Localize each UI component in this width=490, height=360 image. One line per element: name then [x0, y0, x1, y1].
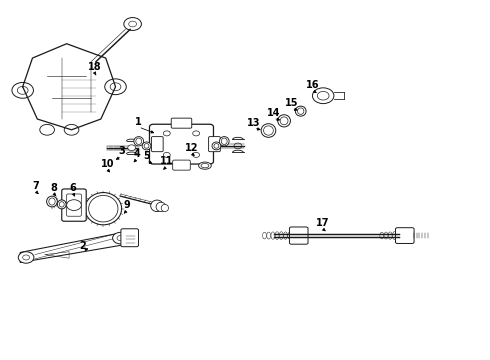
Text: 1: 1	[135, 117, 142, 127]
Ellipse shape	[267, 232, 270, 239]
Circle shape	[67, 200, 81, 211]
FancyBboxPatch shape	[209, 136, 221, 152]
FancyBboxPatch shape	[121, 229, 139, 247]
Circle shape	[128, 145, 136, 150]
Text: 18: 18	[88, 62, 101, 72]
Circle shape	[113, 232, 128, 244]
FancyBboxPatch shape	[67, 194, 81, 216]
Ellipse shape	[261, 124, 276, 137]
Ellipse shape	[288, 232, 292, 239]
Ellipse shape	[292, 232, 296, 239]
Ellipse shape	[198, 162, 211, 169]
Circle shape	[193, 131, 199, 136]
Ellipse shape	[271, 232, 275, 239]
Text: 8: 8	[50, 183, 57, 193]
Circle shape	[318, 91, 329, 100]
Ellipse shape	[297, 108, 304, 114]
Ellipse shape	[405, 232, 409, 239]
Ellipse shape	[401, 232, 405, 239]
FancyBboxPatch shape	[171, 118, 192, 128]
Text: 17: 17	[316, 219, 329, 228]
Ellipse shape	[47, 196, 57, 207]
Circle shape	[193, 152, 199, 157]
Text: 11: 11	[160, 156, 173, 166]
Ellipse shape	[284, 232, 288, 239]
Text: 13: 13	[247, 118, 261, 128]
Ellipse shape	[275, 232, 279, 239]
Circle shape	[64, 125, 79, 135]
Text: 4: 4	[133, 149, 140, 159]
Text: 16: 16	[306, 80, 319, 90]
Ellipse shape	[380, 232, 384, 239]
Circle shape	[129, 21, 137, 27]
Ellipse shape	[161, 204, 169, 212]
Circle shape	[12, 82, 33, 98]
FancyBboxPatch shape	[62, 189, 86, 221]
Circle shape	[23, 255, 29, 260]
Circle shape	[163, 152, 170, 157]
FancyBboxPatch shape	[149, 124, 214, 164]
Ellipse shape	[392, 232, 396, 239]
Ellipse shape	[214, 144, 219, 148]
Ellipse shape	[57, 200, 66, 209]
Text: 9: 9	[123, 201, 130, 211]
Ellipse shape	[156, 202, 166, 212]
Circle shape	[163, 131, 170, 136]
Ellipse shape	[212, 142, 221, 150]
Ellipse shape	[264, 126, 273, 135]
FancyBboxPatch shape	[172, 160, 190, 170]
Text: 6: 6	[70, 183, 76, 193]
Circle shape	[40, 125, 54, 135]
Ellipse shape	[388, 232, 392, 239]
Ellipse shape	[49, 198, 55, 205]
Ellipse shape	[59, 202, 64, 207]
Ellipse shape	[89, 195, 118, 222]
Ellipse shape	[134, 136, 144, 146]
Ellipse shape	[396, 232, 400, 239]
Text: 14: 14	[267, 108, 280, 118]
Text: 3: 3	[119, 146, 125, 156]
Circle shape	[234, 143, 242, 149]
Text: 5: 5	[143, 150, 149, 161]
FancyBboxPatch shape	[290, 227, 308, 244]
Circle shape	[17, 86, 28, 94]
Ellipse shape	[263, 232, 267, 239]
Circle shape	[117, 235, 124, 240]
Ellipse shape	[85, 193, 122, 225]
FancyBboxPatch shape	[151, 136, 163, 152]
Circle shape	[313, 88, 334, 104]
Ellipse shape	[144, 144, 149, 148]
Ellipse shape	[151, 200, 163, 212]
Ellipse shape	[384, 232, 388, 239]
Ellipse shape	[409, 232, 413, 239]
Text: 12: 12	[185, 143, 198, 153]
Ellipse shape	[221, 138, 227, 144]
Ellipse shape	[295, 106, 306, 116]
Ellipse shape	[278, 115, 291, 127]
Text: 15: 15	[285, 98, 298, 108]
Ellipse shape	[136, 138, 142, 144]
Ellipse shape	[280, 117, 288, 125]
Ellipse shape	[201, 163, 209, 168]
Text: 7: 7	[32, 181, 39, 192]
Text: 10: 10	[100, 159, 114, 169]
Circle shape	[18, 252, 34, 263]
Ellipse shape	[220, 136, 229, 146]
Text: 2: 2	[79, 241, 86, 251]
Circle shape	[124, 18, 142, 31]
FancyBboxPatch shape	[395, 228, 414, 243]
Circle shape	[110, 83, 121, 91]
Ellipse shape	[279, 232, 283, 239]
Ellipse shape	[142, 142, 151, 150]
Circle shape	[105, 79, 126, 95]
